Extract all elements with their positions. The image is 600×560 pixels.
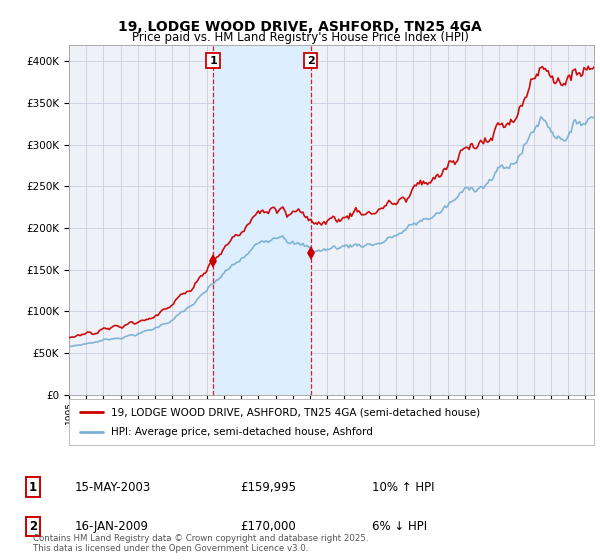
Text: 10% ↑ HPI: 10% ↑ HPI bbox=[372, 480, 434, 494]
Text: 1: 1 bbox=[209, 55, 217, 66]
Text: £170,000: £170,000 bbox=[240, 520, 296, 533]
Text: 15-MAY-2003: 15-MAY-2003 bbox=[75, 480, 151, 494]
Text: 6% ↓ HPI: 6% ↓ HPI bbox=[372, 520, 427, 533]
Bar bbox=[213, 45, 311, 395]
Text: HPI: Average price, semi-detached house, Ashford: HPI: Average price, semi-detached house,… bbox=[111, 427, 373, 437]
Text: 2: 2 bbox=[307, 55, 314, 66]
Text: 19, LODGE WOOD DRIVE, ASHFORD, TN25 4GA (semi-detached house): 19, LODGE WOOD DRIVE, ASHFORD, TN25 4GA … bbox=[111, 407, 480, 417]
Text: Price paid vs. HM Land Registry's House Price Index (HPI): Price paid vs. HM Land Registry's House … bbox=[131, 31, 469, 44]
Text: 19, LODGE WOOD DRIVE, ASHFORD, TN25 4GA: 19, LODGE WOOD DRIVE, ASHFORD, TN25 4GA bbox=[118, 20, 482, 34]
Text: 2: 2 bbox=[29, 520, 37, 533]
Text: £159,995: £159,995 bbox=[240, 480, 296, 494]
Text: Contains HM Land Registry data © Crown copyright and database right 2025.
This d: Contains HM Land Registry data © Crown c… bbox=[33, 534, 368, 553]
Text: 1: 1 bbox=[29, 480, 37, 494]
Text: 16-JAN-2009: 16-JAN-2009 bbox=[75, 520, 149, 533]
